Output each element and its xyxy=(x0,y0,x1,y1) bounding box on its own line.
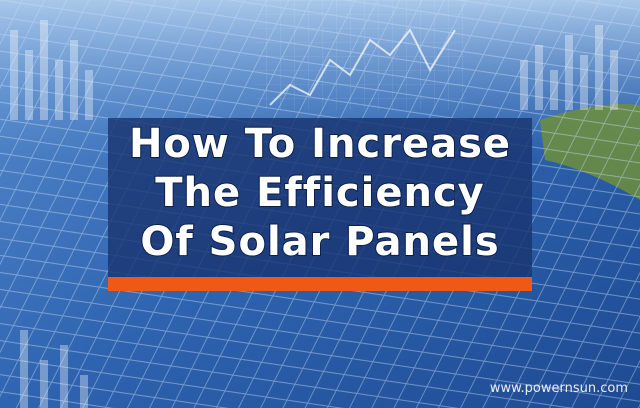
chart-grid xyxy=(255,0,465,110)
decor-bars xyxy=(10,20,618,408)
title-line: The Efficiency xyxy=(155,170,484,216)
title-box xyxy=(108,118,532,278)
accent-bar xyxy=(108,277,532,291)
title-line: Of Solar Panels xyxy=(140,219,499,265)
title-line: How To Increase xyxy=(129,121,511,167)
watermark: www.powernsun.com xyxy=(490,381,628,396)
decor-line xyxy=(269,28,456,106)
